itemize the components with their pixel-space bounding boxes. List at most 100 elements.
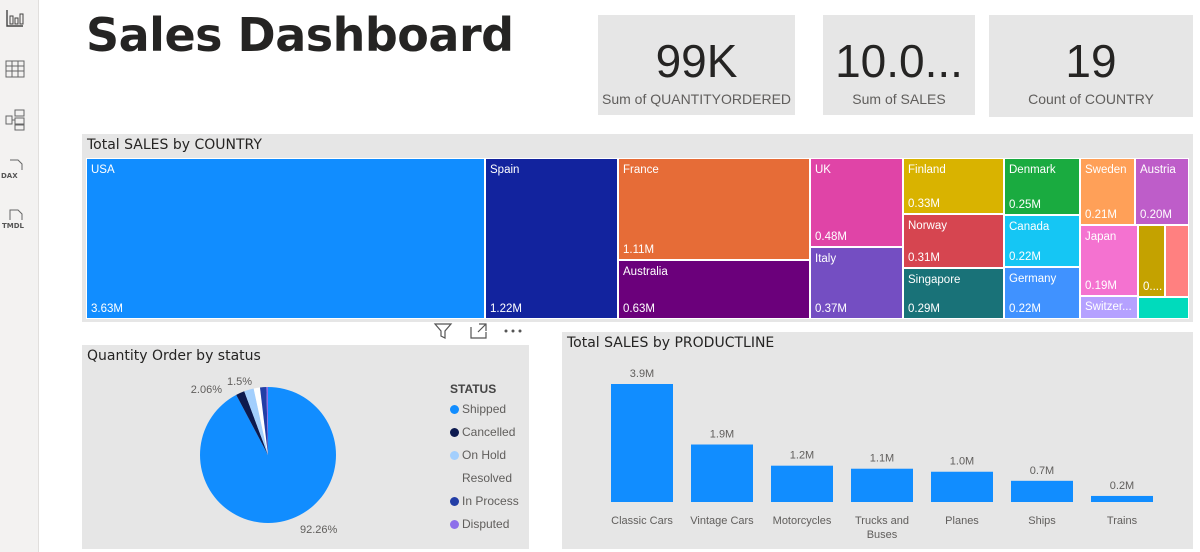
- bar[interactable]: [691, 444, 753, 502]
- x-tick-label: Trains: [1107, 515, 1138, 527]
- bar-data-label: 0.7M: [1030, 465, 1054, 477]
- pie-chart: 92.26% 2.06% 1.5%: [191, 376, 338, 536]
- treemap-tile[interactable]: Sweden 0.21M: [1080, 158, 1135, 225]
- tile-label: Switzer...: [1085, 301, 1132, 313]
- pie-slice[interactable]: [200, 387, 337, 523]
- treemap-tile[interactable]: France 1.11M: [618, 158, 810, 260]
- treemap-tile[interactable]: USA 3.63M: [86, 158, 485, 319]
- tile-value: 0.20M: [1140, 209, 1172, 221]
- treemap-tile[interactable]: UK 0.48M: [810, 158, 903, 247]
- legend-item[interactable]: Resolved: [450, 471, 512, 485]
- legend-item[interactable]: In Process: [450, 494, 519, 508]
- pie-slice[interactable]: [266, 387, 268, 455]
- report-view-icon[interactable]: [3, 6, 27, 30]
- bar[interactable]: [931, 471, 993, 502]
- legend-item[interactable]: Shipped: [450, 402, 506, 416]
- pie-slice[interactable]: [253, 387, 268, 455]
- legend-dot: [450, 520, 459, 529]
- pie-slice[interactable]: [259, 387, 268, 455]
- filter-icon[interactable]: [433, 322, 453, 340]
- table-view-icon[interactable]: [3, 57, 27, 81]
- pie-title: Quantity Order by status: [87, 348, 261, 364]
- kpi-card-country[interactable]: 19 Count of COUNTRY: [989, 15, 1193, 117]
- tile-value: 0.33M: [908, 198, 940, 210]
- x-tick-label: Ships: [1028, 515, 1056, 527]
- kpi-card-quantity[interactable]: 99K Sum of QUANTITYORDERED: [598, 15, 795, 115]
- view-rail: DAX TMDL: [0, 0, 39, 552]
- x-tick-label: Buses: [867, 529, 898, 541]
- treemap-tile[interactable]: Finland 0.33M: [903, 158, 1004, 214]
- bar-title: Total SALES by PRODUCTLINE: [567, 335, 775, 351]
- kpi-card-sales[interactable]: 10.0... Sum of SALES: [823, 15, 975, 115]
- tile-value: 0.22M: [1009, 303, 1041, 315]
- tile-label: Italy: [815, 253, 837, 265]
- tile-label: USA: [91, 164, 115, 176]
- pie-slice[interactable]: [244, 388, 268, 455]
- bar[interactable]: [771, 465, 833, 502]
- tile-value: 3.63M: [91, 303, 123, 315]
- bar[interactable]: [1091, 495, 1153, 502]
- tile-value: 0.22M: [1009, 251, 1041, 263]
- treemap-tile[interactable]: Japan 0.19M: [1080, 225, 1138, 296]
- treemap-tile[interactable]: Italy 0.37M: [810, 247, 903, 319]
- pie-visual[interactable]: Quantity Order by status 92.26% 2.06% 1.5%…: [82, 345, 529, 549]
- bar-visual[interactable]: Total SALES by PRODUCTLINE 3.9M Classic C…: [562, 332, 1193, 549]
- treemap-tile[interactable]: Denmark 0.25M: [1004, 158, 1080, 215]
- bar-chart: 3.9M Classic Cars 1.9M Vintage Cars 1.2M Moto…: [611, 368, 1153, 541]
- tile-label: Norway: [908, 220, 947, 232]
- x-tick-label: Planes: [945, 515, 979, 527]
- bar-data-label: 1.0M: [950, 456, 974, 468]
- legend-item[interactable]: On Hold: [450, 448, 506, 462]
- model-view-icon[interactable]: [3, 108, 27, 132]
- legend-dot: [450, 474, 459, 483]
- tile-label: Singapore: [908, 274, 961, 286]
- page-title: Sales Dashboard: [86, 8, 514, 62]
- treemap-tile[interactable]: 0....: [1138, 225, 1165, 297]
- treemap-tile[interactable]: Austria 0.20M: [1135, 158, 1189, 225]
- x-tick-label: Classic Cars: [611, 515, 673, 527]
- treemap-tile[interactable]: Norway 0.31M: [903, 214, 1004, 268]
- tile-label: Finland: [908, 164, 946, 176]
- tile-label: Germany: [1009, 273, 1057, 285]
- legend-item[interactable]: Cancelled: [450, 425, 515, 439]
- treemap-tile[interactable]: Spain 1.22M: [485, 158, 618, 319]
- focus-mode-icon[interactable]: [469, 322, 489, 340]
- bar[interactable]: [1011, 480, 1073, 502]
- visual-header: [433, 322, 533, 340]
- tile-label: Japan: [1085, 231, 1117, 243]
- tile-label: Australia: [623, 266, 668, 278]
- tile-label: Sweden: [1085, 164, 1127, 176]
- x-tick-label: Trucks and: [855, 515, 909, 527]
- treemap-tile[interactable]: Switzer...: [1080, 296, 1138, 319]
- bar[interactable]: [611, 384, 673, 502]
- treemap-tile[interactable]: [1165, 225, 1189, 297]
- tile-value: 0.37M: [815, 303, 847, 315]
- treemap-tile[interactable]: Canada 0.22M: [1004, 215, 1080, 267]
- x-tick-label: Motorcycles: [773, 515, 832, 527]
- bar-data-label: 3.9M: [630, 368, 654, 380]
- pie-data-label: 1.5%: [227, 376, 252, 388]
- tile-value: 0.19M: [1085, 280, 1117, 292]
- treemap-tile[interactable]: [1138, 297, 1189, 319]
- pie-slice[interactable]: [236, 391, 268, 455]
- pie-data-label: 2.06%: [191, 384, 222, 396]
- tile-label: Denmark: [1009, 164, 1056, 176]
- treemap-tile[interactable]: Germany 0.22M: [1004, 267, 1080, 319]
- tmdl-view-icon[interactable]: TMDL: [2, 208, 27, 232]
- tile-label: Spain: [490, 164, 520, 176]
- bar[interactable]: [851, 468, 913, 502]
- more-options-icon[interactable]: [503, 322, 523, 340]
- legend-dot: [450, 405, 459, 414]
- dax-query-icon[interactable]: DAX: [1, 158, 27, 182]
- pie-data-label: 92.26%: [300, 524, 338, 536]
- tile-value: 0....: [1143, 281, 1163, 293]
- tile-label: France: [623, 164, 659, 176]
- treemap-title: Total SALES by COUNTRY: [87, 137, 262, 153]
- x-tick-label: Vintage Cars: [690, 515, 754, 527]
- tile-value: 0.48M: [815, 231, 847, 243]
- treemap-tile[interactable]: Singapore 0.29M: [903, 268, 1004, 319]
- bar-data-label: 1.9M: [710, 429, 734, 441]
- legend-title: STATUS: [450, 382, 497, 396]
- treemap-tile[interactable]: Australia 0.63M: [618, 260, 810, 319]
- legend-item[interactable]: Disputed: [450, 517, 509, 531]
